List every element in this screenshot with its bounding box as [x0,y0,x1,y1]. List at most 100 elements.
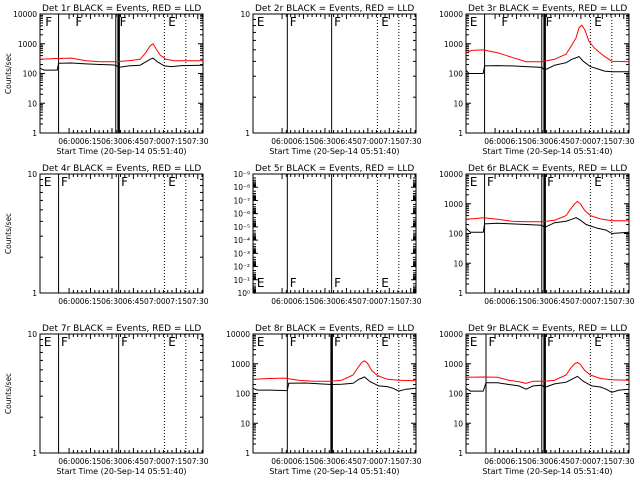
plot-frame [465,173,630,294]
y-tick-label: 10000 [439,170,463,179]
y-tick-label: 100 [236,390,251,399]
y-tick-label: 1000 [18,40,37,49]
x-tick-label: 06:15 [293,137,315,146]
x-tick-label: 06:00 [271,457,293,466]
x-axis-label: Start Time (20-Sep-14 05:51:40) [269,147,399,156]
detector-panel-4: Det 4r BLACK = Events, RED = LLD 1 10 06:00… [4,164,209,306]
y-tick-label: 10 [453,99,463,108]
detector-panel-6: Det 6r BLACK = Events, RED = LLD 1 10 100 10… [439,164,635,306]
y-tick-label: 10000 [226,330,250,339]
x-tick-label: 07:30 [400,137,422,146]
x-tick-label: 07:30 [400,297,422,306]
flag-label: E [381,15,389,29]
x-tick-label: 07:15 [378,297,400,306]
x-tick-label: 07:30 [400,457,422,466]
x-tick-label: 06:45 [336,457,358,466]
flag-label: F [290,15,297,29]
y-tick-label: 10⁻⁸ [233,183,250,192]
detector-panel-9: Det 9r BLACK = Events, RED = LLD 1 10 100 10… [439,324,635,476]
y-tick-label: 1000 [444,360,463,369]
x-tick-label: 06:45 [549,297,571,306]
detector-panel-3: Det 3r BLACK = Events, RED = LLD 1 10 100 10… [439,4,635,156]
y-tick-label: 10000 [439,330,463,339]
y-tick-label: 10 [240,10,250,19]
x-tick-label: 07:15 [591,137,613,146]
flag-label: E [44,175,52,189]
x-tick-label: 06:30 [101,297,123,306]
x-tick-label: 07:15 [165,457,187,466]
flag-label: E [257,276,265,290]
y-tick-label: 10 [27,170,37,179]
x-tick-label: 07:30 [613,137,635,146]
x-tick-label: 07:00 [570,457,592,466]
flag-label: E [470,15,478,29]
series-line-events [465,217,630,235]
panel-title: Det 1r BLACK = Events, RED = LLD [42,4,201,14]
y-tick-label: 100 [449,230,464,239]
x-tick-label: 07:30 [187,137,209,146]
x-tick-label: 06:30 [314,137,336,146]
x-tick-label: 06:45 [123,457,145,466]
flag-label: F [547,175,554,189]
series-line-events [465,375,630,393]
y-tick-label: 10⁻³ [233,249,250,258]
x-tick-label: 06:30 [527,457,549,466]
x-tick-label: 06:45 [123,297,145,306]
detector-panel-8: Det 8r BLACK = Events, RED = LLD 1 10 100 10… [226,324,422,476]
series-line-events [39,57,204,71]
x-tick-label: 07:00 [570,137,592,146]
y-tick-label: 10000 [13,10,37,19]
flag-label: E [594,15,602,29]
flag-label: E [594,335,602,349]
x-tick-label: 06:15 [80,457,102,466]
flag-label: F [334,15,341,29]
x-tick-label: 07:30 [187,297,209,306]
y-tick-label: 1 [458,289,463,298]
series-line-events [252,376,417,392]
x-tick-label: 06:15 [80,137,102,146]
x-tick-label: 07:00 [144,297,166,306]
x-tick-label: 06:00 [58,297,80,306]
detector-panel-1: Det 1r BLACK = Events, RED = LLD 1 10 100 10… [4,4,209,156]
x-tick-label: 06:45 [549,457,571,466]
flag-label: E [168,335,176,349]
x-axis-label: Start Time (20-Sep-14 05:51:40) [56,147,186,156]
y-tick-label: 1000 [444,200,463,209]
plot-frame [252,13,417,134]
x-tick-label: 06:00 [58,457,80,466]
series-line-lld [465,361,630,384]
plot-frame [39,13,204,134]
flag-label: F [501,15,508,29]
x-tick-label: 06:15 [293,457,315,466]
x-tick-label: 06:45 [336,137,358,146]
x-tick-label: 06:15 [80,297,102,306]
x-tick-label: 06:30 [101,137,123,146]
flag-label: E [381,276,389,290]
series-line-lld [39,43,203,63]
flag-label: E [257,15,265,29]
flag-label: F [121,335,128,349]
y-tick-label: 10⁻¹ [233,276,250,285]
flag-label: E [257,335,265,349]
y-tick-label: 1 [458,129,463,138]
flag-label: F [61,175,68,189]
flag-label: E [168,175,176,189]
x-axis-label: Start Time (20-Sep-14 05:51:40) [269,467,399,476]
y-tick-label: 10⁻⁷ [233,196,250,205]
series-line-lld [252,360,417,382]
x-tick-label: 06:15 [293,297,315,306]
x-tick-label: 07:30 [613,297,635,306]
y-tick-label: 10 [240,419,250,428]
flag-label: E [470,175,478,189]
y-tick-label: 10 [453,259,463,268]
plot-frame [39,333,204,454]
x-axis-label: Start Time (20-Sep-14 05:51:40) [482,467,612,476]
x-tick-label: 07:30 [187,457,209,466]
flag-label: F [290,276,297,290]
flag-label: E [470,335,478,349]
flag-label: E [168,15,176,29]
x-tick-label: 06:15 [506,297,528,306]
y-tick-label: 100 [449,70,464,79]
x-tick-label: 06:00 [58,137,80,146]
